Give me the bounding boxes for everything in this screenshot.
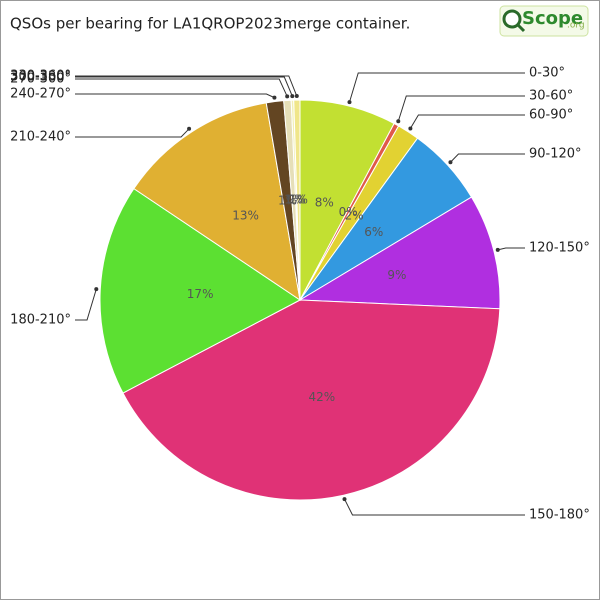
category-label: 150-180° (529, 508, 590, 523)
leader-tip (187, 126, 192, 131)
leader-line (75, 75, 298, 97)
chart-title: QSOs per bearing for LA1QROP2023merge co… (10, 15, 410, 33)
pie-slice (293, 99, 301, 301)
leader-tip (290, 94, 295, 99)
logo-icon (516, 23, 526, 33)
pie-slice (122, 299, 501, 501)
leader-line (344, 498, 525, 516)
category-label: 180-210° (10, 313, 71, 328)
slice-label: 6% (364, 225, 383, 239)
category-label: 300-330° (10, 70, 71, 85)
leader-tip (285, 94, 290, 99)
category-label: 60-90° (529, 108, 573, 123)
leader-tip (294, 94, 299, 99)
leader-line (75, 93, 275, 99)
leader-tip (94, 287, 99, 292)
slice-label: 2% (345, 208, 364, 222)
logo-icon (502, 9, 522, 29)
slice-label: 0% (339, 205, 358, 219)
leader-tip (272, 95, 277, 100)
category-label: 270-300° (10, 72, 71, 87)
slice-label: 1% (284, 193, 303, 207)
leader-tip (342, 497, 347, 502)
leader-line (75, 76, 293, 97)
leader-line (397, 95, 525, 122)
slice-label: 1% (278, 193, 297, 207)
leader-tip (396, 119, 401, 124)
logo-name: Scope (522, 8, 583, 29)
leader-tip (347, 100, 352, 105)
pie-slice (299, 99, 395, 301)
leader-line (450, 153, 525, 163)
category-label: 0-30° (529, 66, 565, 81)
leader-line (75, 128, 190, 138)
slice-label: 9% (387, 268, 406, 282)
slice-label: 1% (289, 193, 308, 207)
leader-tip (448, 160, 453, 165)
category-label: 330-360° (10, 69, 71, 84)
leader-line (349, 72, 525, 103)
leader-tip (495, 247, 500, 252)
logo: Scope .org (499, 5, 589, 37)
leader-line (497, 247, 525, 251)
slice-label: 17% (187, 287, 214, 301)
slice-label: 42% (308, 390, 335, 404)
logo-suffix: .org (567, 21, 585, 31)
leader-tip (408, 126, 413, 131)
category-label: 120-150° (529, 241, 590, 256)
pie-slice (99, 187, 301, 394)
category-label: 30-60° (529, 89, 573, 104)
slice-label: 8% (315, 195, 334, 209)
category-label: 90-120° (529, 147, 582, 162)
slice-label: 0% (287, 193, 306, 207)
leader-line (75, 288, 97, 321)
pie-slice (298, 196, 501, 310)
category-label: 240-270° (10, 87, 71, 102)
category-label: 210-240° (10, 130, 71, 145)
slice-label: 13% (232, 209, 259, 223)
pie-slice (133, 102, 301, 302)
leader-line (409, 114, 525, 129)
leader-line (75, 78, 288, 97)
